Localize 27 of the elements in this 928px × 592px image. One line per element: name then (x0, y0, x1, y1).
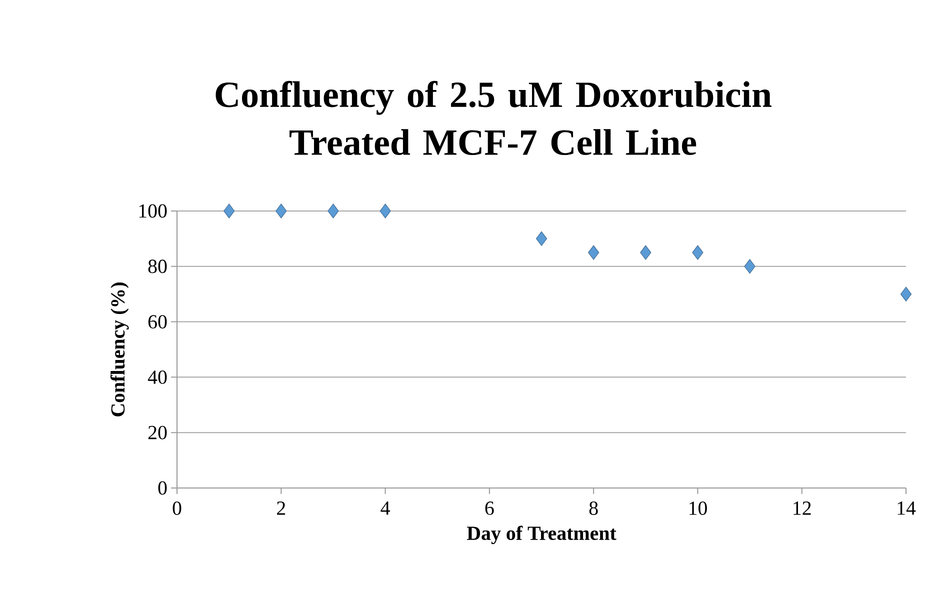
x-tick-label: 8 (589, 502, 598, 515)
point (744, 259, 756, 274)
x-tick-label: 10 (690, 502, 707, 515)
chart-title: Confluency of 2.5 uM Doxorubicin Treated MCF-7 Cell Line (216, 80, 772, 156)
point (536, 231, 548, 246)
point (640, 245, 652, 260)
x-tick-label: 12 (794, 502, 811, 515)
x-tick-label: 4 (380, 502, 390, 515)
y-axis-title: Confluency (%) (110, 282, 129, 416)
x-axis-title: Day of Treatment (466, 526, 616, 544)
x-tick-label: 14 (898, 502, 916, 515)
point (328, 204, 339, 218)
point (692, 245, 704, 260)
y-tick-label: 0 (158, 481, 167, 495)
point (380, 204, 391, 218)
x-tick-label: 0 (172, 502, 182, 515)
y-tick-label: 40 (148, 370, 167, 384)
y-tick-label: 20 (148, 426, 167, 440)
point (224, 204, 235, 218)
x-tick-label: 6 (485, 502, 494, 515)
point (588, 245, 600, 260)
point (276, 204, 287, 218)
x-tick-label: 2 (277, 502, 286, 515)
point (900, 286, 912, 302)
y-tick-label: 80 (148, 260, 167, 274)
y-tick-label: 60 (148, 315, 167, 328)
y-tick-label: 100 (139, 204, 167, 218)
